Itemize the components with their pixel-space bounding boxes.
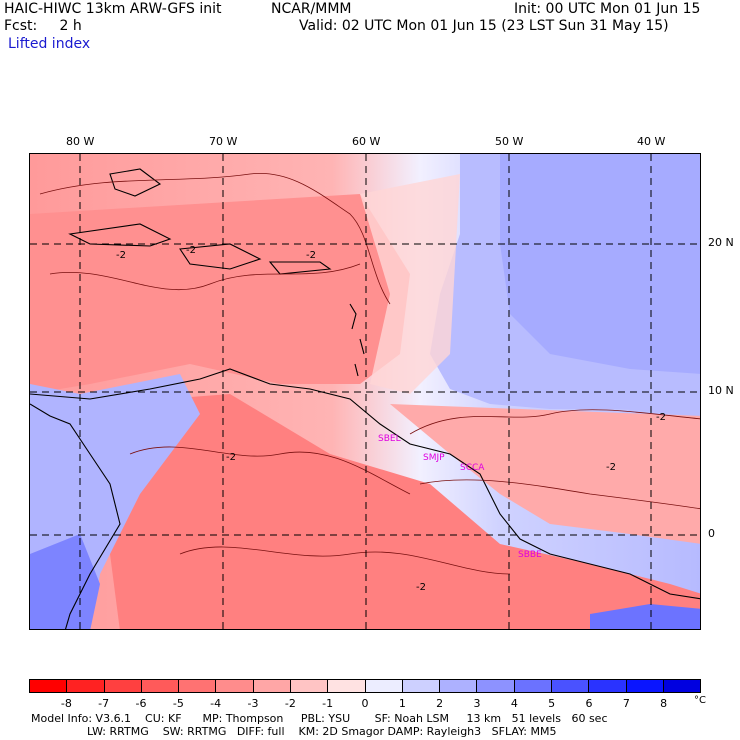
contour-label: -2 <box>306 250 316 261</box>
lon-label-50w: 50 W <box>495 135 524 148</box>
colorbar-segment <box>67 680 105 692</box>
unstable-band-atlantic <box>390 404 700 544</box>
init-time: Init: 00 UTC Mon 01 Jun 15 <box>514 1 701 17</box>
contour-label: -2 <box>116 250 126 261</box>
colorbar <box>29 679 701 693</box>
station-label-smjp: SMJP <box>423 453 445 463</box>
colorbar-tick-label: 4 <box>510 697 518 710</box>
colorbar-tick-label: -1 <box>322 697 334 710</box>
colorbar-tick-label: -3 <box>247 697 259 710</box>
contour-label: -2 <box>656 412 666 423</box>
model-info-line1: Model Info: V3.6.1 CU: KF MP: Thompson P… <box>31 712 608 725</box>
colorbar-tick-label: 6 <box>585 697 593 710</box>
model-info-line2: LW: RRTMG SW: RRTMG DIFF: full KM: 2D Sm… <box>31 725 557 738</box>
colorbar-tick-label: -7 <box>98 697 110 710</box>
colorbar-segment <box>514 680 552 692</box>
valid-time: Valid: 02 UTC Mon 01 Jun 15 (23 LST Sun … <box>299 18 669 34</box>
lon-label-60w: 60 W <box>352 135 381 148</box>
colorbar-segment <box>30 680 68 692</box>
colorbar-tick-label: 1 <box>398 697 406 710</box>
colorbar-segment <box>626 680 664 692</box>
colorbar-segment <box>589 680 627 692</box>
lifted-index-map: -2 -2 -2 -2 -2 -2 -2 SBEL SMJP SCCA SBBE <box>29 153 701 630</box>
lon-label-80w: 80 W <box>66 135 95 148</box>
colorbar-segment <box>290 680 329 692</box>
institution-label: NCAR/MMM <box>271 1 352 17</box>
contour-label: -2 <box>226 452 236 463</box>
contours <box>39 172 700 575</box>
unstable-region-south-america <box>100 394 700 629</box>
stable-region-pacific <box>30 534 100 629</box>
station-label-sbel: SBEL <box>378 434 401 444</box>
lon-label-40w: 40 W <box>637 135 666 148</box>
colorbar-segment <box>179 680 217 692</box>
neutral-strip <box>360 174 460 394</box>
colorbar-segment <box>141 680 180 692</box>
stable-region-core <box>500 154 700 374</box>
colorbar-tick-label: -5 <box>172 697 184 710</box>
colorbar-segment <box>440 680 478 692</box>
coastlines <box>30 168 700 629</box>
unstable-region-caribbean <box>30 194 410 394</box>
colorbar-segment <box>402 680 441 692</box>
contour-label: -2 <box>416 582 426 593</box>
colorbar-segment <box>253 680 291 692</box>
model-title: HAIC-HIWC 13km ARW-GFS init <box>4 1 222 17</box>
colorbar-tick-label: -6 <box>135 697 147 710</box>
forecast-hour: Fcst: 2 h <box>4 18 82 34</box>
colorbar-tick-label: 3 <box>473 697 481 710</box>
colorbar-tick-label: 8 <box>660 697 668 710</box>
colorbar-tick-label: 7 <box>622 697 630 710</box>
stable-patch-southeast <box>590 604 700 629</box>
lat-label-20n: 20 N <box>708 236 734 249</box>
field-name: Lifted index <box>8 36 91 52</box>
colorbar-tick-label: -4 <box>210 697 222 710</box>
map-canvas: -2 -2 -2 -2 -2 -2 -2 SBEL SMJP SCCA SBBE <box>30 154 700 629</box>
colorbar-tick-label: 2 <box>436 697 444 710</box>
colorbar-tick-label: 5 <box>548 697 556 710</box>
colorbar-tick-label: -8 <box>60 697 72 710</box>
station-label-sbbe: SBBE <box>518 550 542 560</box>
colorbar-unit: °C <box>694 695 706 706</box>
lon-label-70w: 70 W <box>209 135 238 148</box>
colorbar-segment <box>663 680 701 692</box>
colorbar-tick-label: 0 <box>361 697 369 710</box>
colorbar-segment <box>551 680 590 692</box>
colorbar-segment <box>477 680 515 692</box>
station-labels: SBEL SMJP SCCA SBBE <box>378 434 542 560</box>
colorbar-segment <box>365 680 403 692</box>
contour-value-labels: -2 -2 -2 -2 -2 -2 -2 <box>116 245 666 593</box>
colorbar-segment <box>216 680 254 692</box>
station-label-scca: SCCA <box>460 463 485 473</box>
contour-label: -2 <box>186 245 196 256</box>
colorbar-tick-label: -2 <box>284 697 296 710</box>
lat-label-0: 0 <box>708 527 715 540</box>
lat-label-10n: 10 N <box>708 384 734 397</box>
colorbar-segment <box>328 680 366 692</box>
contour-label: -2 <box>606 462 616 473</box>
graticule <box>30 154 700 629</box>
colorbar-segment <box>104 680 142 692</box>
